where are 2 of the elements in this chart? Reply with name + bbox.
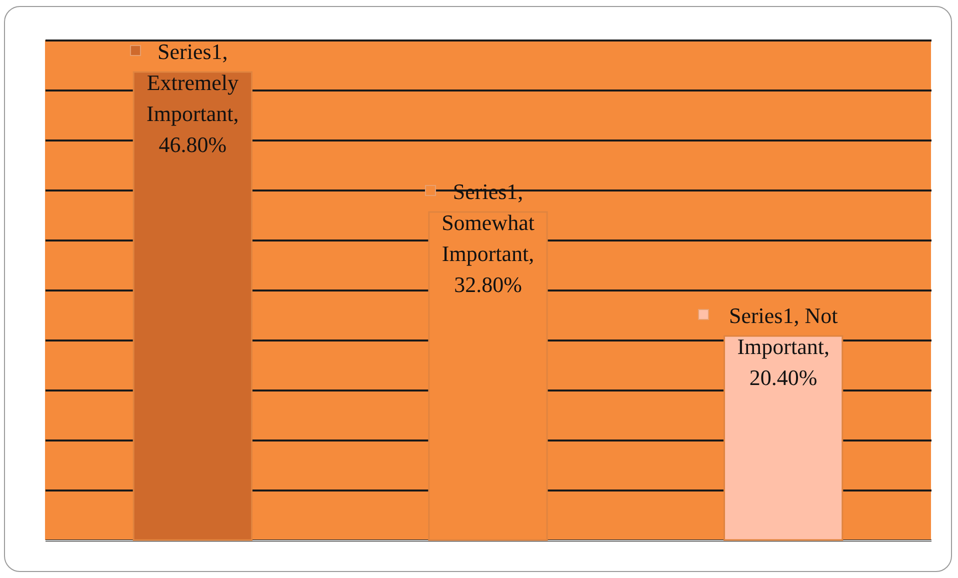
data-label: Series1, Not Important, 20.40%: [728, 303, 838, 390]
data-label: Series1, Extremely Important, 46.80%: [146, 39, 239, 157]
